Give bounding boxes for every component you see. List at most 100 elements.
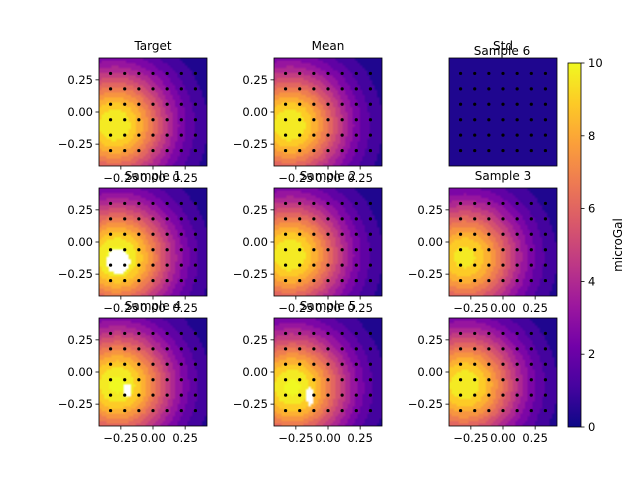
station-point <box>108 118 113 122</box>
station-point <box>529 248 533 252</box>
station-point <box>312 362 316 366</box>
station-point <box>368 118 373 122</box>
station-point <box>108 71 113 76</box>
station-point <box>298 331 302 336</box>
station-point <box>298 408 302 413</box>
station-point <box>515 408 519 413</box>
station-point <box>487 71 491 76</box>
station-point <box>151 393 155 397</box>
station-point <box>515 133 519 137</box>
station-point <box>487 133 491 137</box>
station-point <box>458 263 463 267</box>
station-point <box>368 362 373 366</box>
station-point <box>151 102 155 106</box>
panel-6: Sample 30.250.00−0.25−0.25 0.00 0.25 <box>408 169 558 315</box>
station-point <box>123 378 127 382</box>
station-point <box>340 232 344 236</box>
station-point <box>473 201 477 206</box>
station-point <box>151 331 155 336</box>
station-point <box>473 408 477 413</box>
station-point <box>137 118 141 122</box>
panel-4: Sample 10.250.00−0.25−0.25 0.00 0.25 <box>58 169 208 315</box>
heatmap-image <box>99 58 207 166</box>
station-point <box>298 347 302 351</box>
station-point <box>312 331 316 336</box>
station-point <box>326 217 330 221</box>
station-point <box>165 201 169 206</box>
station-point <box>515 201 519 206</box>
station-point <box>501 393 505 397</box>
station-point <box>165 148 169 153</box>
station-point <box>458 133 463 137</box>
station-point <box>326 362 330 366</box>
station-point <box>326 71 330 76</box>
station-point <box>543 263 548 267</box>
station-point <box>529 393 533 397</box>
x-tick-label: −0.25 <box>453 431 488 445</box>
station-point <box>108 331 113 336</box>
station-point <box>340 102 344 106</box>
station-point <box>543 87 548 91</box>
station-point <box>487 393 491 397</box>
station-point <box>473 362 477 366</box>
x-tick-label: 0.25 <box>172 301 198 315</box>
station-point <box>354 201 358 206</box>
station-point <box>298 201 302 206</box>
station-point <box>543 71 548 76</box>
station-point <box>501 133 505 137</box>
x-tick-label: 0.25 <box>522 431 548 445</box>
station-point <box>473 278 477 283</box>
station-point <box>368 331 373 336</box>
panel-title: Sample 2 <box>300 169 356 183</box>
station-point <box>312 201 316 206</box>
station-point <box>298 248 302 252</box>
station-point <box>193 347 198 351</box>
station-point <box>165 248 169 252</box>
station-point <box>368 347 373 351</box>
station-point <box>487 148 491 153</box>
station-point <box>283 87 288 91</box>
station-point <box>108 102 113 106</box>
colorbar-gradient <box>567 62 582 428</box>
station-point <box>543 133 548 137</box>
station-point <box>165 378 169 382</box>
y-tick-label: 0.25 <box>242 333 268 347</box>
station-point <box>340 347 344 351</box>
station-point <box>193 71 198 76</box>
station-point <box>108 408 113 413</box>
station-point <box>108 248 113 252</box>
station-point <box>529 118 533 122</box>
station-point <box>340 71 344 76</box>
station-point <box>165 232 169 236</box>
station-point <box>458 378 463 382</box>
station-point <box>340 217 344 221</box>
station-point <box>515 71 519 76</box>
station-point <box>326 87 330 91</box>
y-tick-label: 0.25 <box>242 203 268 217</box>
station-point <box>123 133 127 137</box>
station-point <box>326 232 330 236</box>
station-point <box>179 347 183 351</box>
station-point <box>151 347 155 351</box>
station-point <box>123 102 127 106</box>
station-point <box>298 148 302 153</box>
station-point <box>354 378 358 382</box>
station-point <box>165 393 169 397</box>
colorbar: 0 2 4 6 8 10 microGal <box>567 56 625 434</box>
station-point <box>283 71 288 76</box>
panel-title: Sample 5 <box>300 299 356 313</box>
y-tick-label: 0.00 <box>67 235 93 249</box>
station-point <box>487 347 491 351</box>
station-point <box>179 148 183 153</box>
station-point <box>193 87 198 91</box>
station-point <box>543 102 548 106</box>
y-tick-label: −0.25 <box>58 137 93 151</box>
x-tick-label: −0.25 <box>278 431 313 445</box>
station-point <box>137 232 141 236</box>
heatmap-image <box>274 58 382 166</box>
station-point <box>368 102 373 106</box>
station-point <box>151 263 155 267</box>
station-point <box>501 248 505 252</box>
station-point <box>298 378 302 382</box>
